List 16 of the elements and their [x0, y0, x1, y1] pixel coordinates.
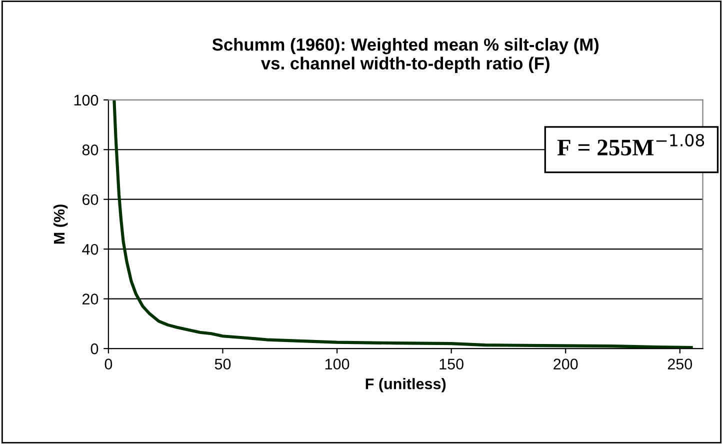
- y-tick-label: 80: [82, 144, 98, 156]
- y-tick-label: 20: [82, 294, 98, 304]
- x-tick-label: 100: [325, 358, 350, 370]
- y-axis-title: M (%): [53, 204, 68, 244]
- x-tick-label: 150: [440, 358, 464, 370]
- x-tick-label: 200: [554, 358, 578, 370]
- x-tick-label: 0: [104, 358, 112, 370]
- annotation: F = 255M$^{−1.08}$: [557, 134, 704, 156]
- x-tick-label: 50: [214, 358, 231, 370]
- x-tick-label: 250: [668, 358, 692, 370]
- y-tick-label: 40: [82, 244, 98, 255]
- y-tick-label: 100: [74, 94, 98, 106]
- y-tick-label: 60: [82, 194, 98, 206]
- x-axis-title: F (unitless): [366, 378, 446, 392]
- y-tick-label: 0: [90, 343, 98, 354]
- chart-title: Schumm (1960): Weighted mean % silt-clay (M) vs. channel width-to-depth ratio (F): [212, 38, 599, 73]
